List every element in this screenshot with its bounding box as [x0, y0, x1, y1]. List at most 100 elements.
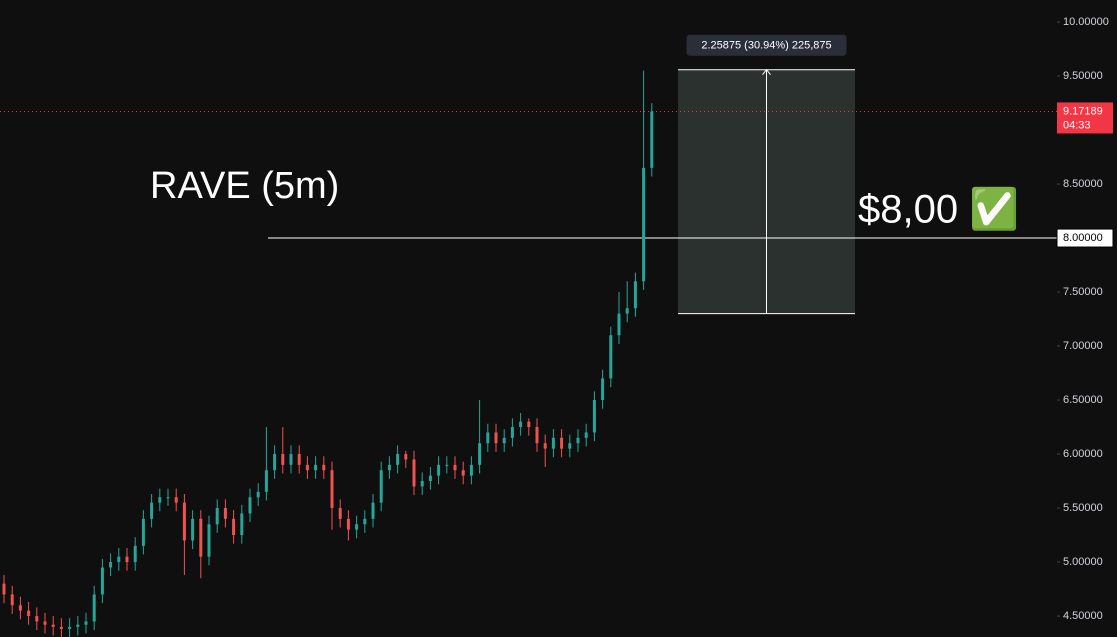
candle-body [642, 167, 646, 282]
candle-body [133, 545, 137, 563]
candle-body [535, 427, 539, 444]
candle-body [453, 464, 457, 471]
candle-body [338, 508, 342, 519]
candle-body [297, 454, 301, 465]
candle-body [35, 616, 39, 622]
candle-body [576, 437, 580, 444]
candle-body [420, 481, 424, 487]
annotation: $8,00 ✅ [858, 186, 1019, 232]
candle-body [10, 594, 14, 606]
candle-body [2, 583, 6, 595]
candle-body [404, 454, 408, 460]
measure-label: 2.25875 (30.94%) 225,875 [701, 40, 831, 52]
candle-body [543, 443, 547, 449]
chart-title: RAVE (5m) [150, 165, 339, 207]
candle-body [469, 464, 473, 476]
candle-body [633, 281, 637, 309]
candle-body [592, 400, 596, 433]
candle-body [568, 443, 572, 449]
candle-body [256, 491, 260, 498]
candle-body [330, 470, 334, 509]
countdown: 04:33 [1063, 119, 1091, 131]
candle-body [363, 518, 367, 525]
last-price-bg [1057, 102, 1113, 134]
candle-body [199, 518, 203, 557]
candle-body [527, 421, 531, 428]
candle-body [379, 470, 383, 503]
arrow-head [762, 68, 771, 76]
candle-body [445, 464, 449, 466]
candle-body [510, 427, 514, 438]
candle-body [519, 421, 523, 428]
candle-body [117, 556, 121, 563]
candle-body [100, 567, 104, 595]
candle-body [273, 454, 277, 471]
candle-body [609, 335, 613, 379]
candle-body [43, 621, 47, 625]
candle-body [215, 508, 219, 525]
candle-body [650, 111, 654, 168]
y-tick-label: 8.50000 [1063, 178, 1103, 190]
candle-body [166, 497, 170, 499]
candle-body [494, 432, 498, 444]
candle-body [109, 562, 113, 568]
y-tick-label: 9.50000 [1063, 70, 1103, 82]
candle-body [428, 475, 432, 482]
candle-body [502, 437, 506, 444]
candle-body [412, 459, 416, 487]
candle-body [182, 502, 186, 541]
y-tick-label: 7.50000 [1063, 286, 1103, 298]
candle-body [322, 464, 326, 471]
candle-body [174, 497, 178, 503]
candle-body [92, 594, 96, 622]
candle-body [461, 470, 465, 476]
candle-body [141, 518, 145, 546]
candle-body [223, 508, 227, 519]
candle-body [396, 454, 400, 465]
candle-body [191, 518, 195, 541]
candle-body [371, 502, 375, 519]
candle-body [355, 524, 359, 530]
candle-body [437, 464, 441, 476]
candle-body [232, 518, 236, 536]
candle-body [617, 313, 621, 336]
y-tick-label: 7.00000 [1063, 340, 1103, 352]
candle-body [51, 624, 55, 627]
y-tick-label: 6.00000 [1063, 448, 1103, 460]
candle-body [125, 556, 129, 563]
y-tick-label: 10.00000 [1063, 16, 1109, 28]
candle-body [387, 464, 391, 471]
candle-body [248, 497, 252, 514]
y-tick-label: 5.00000 [1063, 556, 1103, 568]
candle-body [625, 308, 629, 314]
y-tick-label: 5.50000 [1063, 502, 1103, 514]
candle-body [76, 624, 80, 627]
candle-body [478, 443, 482, 465]
measure-label-bg [686, 34, 847, 56]
candle-body [240, 513, 244, 536]
candle-body [264, 470, 268, 492]
candle-body [560, 437, 564, 449]
candle-body [584, 432, 588, 438]
hline-label-bg [1056, 228, 1114, 248]
candle-body [18, 605, 22, 611]
hline-label: 8.00000 [1063, 232, 1103, 244]
y-tick-label: 4.50000 [1063, 610, 1103, 622]
candle-body [551, 437, 555, 449]
candle-body [59, 626, 63, 630]
candle-body [27, 610, 31, 617]
candle-body [150, 502, 154, 519]
candle-body [158, 497, 162, 503]
candle-body [289, 454, 293, 465]
candle-body [207, 524, 211, 557]
last-price-label: 9.17189 [1063, 105, 1103, 117]
candle-body [305, 464, 309, 471]
candle-body [84, 621, 88, 625]
candle-body [281, 454, 285, 465]
candle-body [314, 464, 318, 471]
candle-body [346, 518, 350, 530]
y-tick-label: 6.50000 [1063, 394, 1103, 406]
